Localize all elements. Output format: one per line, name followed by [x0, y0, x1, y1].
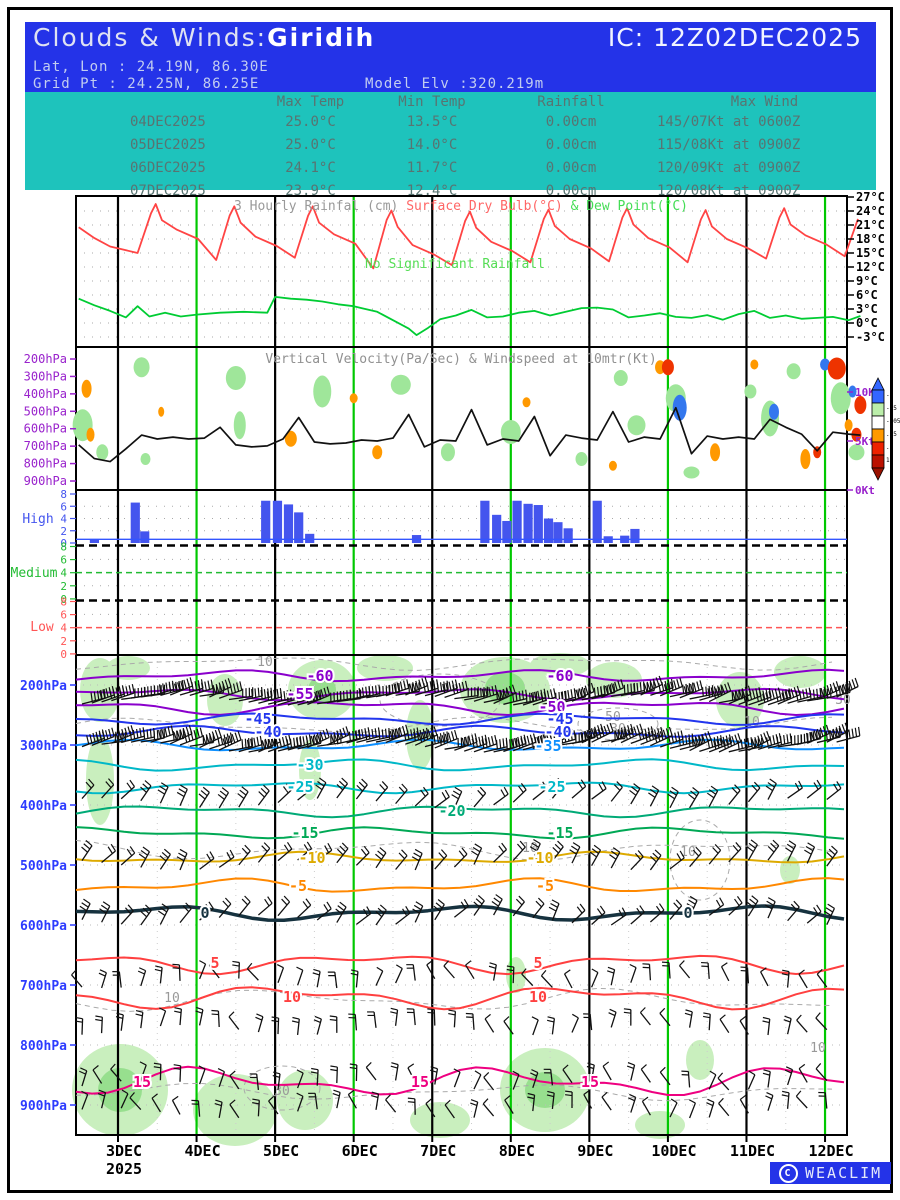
table-cell: 0.00cm [545, 183, 597, 199]
table-cell: 14.0°C [406, 137, 458, 153]
table-cell: 0.00cm [545, 160, 597, 176]
lat-lon-label: Lat, Lon : 24.19N, 86.30E [33, 59, 269, 75]
table-cell: 25.0°C [285, 137, 336, 153]
table-cell: 25.0°C [285, 114, 336, 130]
table-cell: 04DEC2025 [130, 114, 206, 130]
table-cell: 24.1°C [285, 160, 336, 176]
table-row: 06DEC2025 24.1°C 11.7°C 0.00cm 120/09Kt at 0… [25, 160, 876, 178]
grid-pt-label: Grid Pt : 24.25N, 86.25E [33, 76, 260, 92]
table-header-cell: Rainfall [537, 94, 605, 110]
forecast-summary-table: Max Temp Min Temp Rainfall Max Wind 04DEC202… [25, 92, 876, 199]
table-cell: 120/08Kt at 0900Z [657, 183, 801, 199]
table-header-cell: Max Temp [276, 94, 345, 110]
table-header-cell: Min Temp [398, 94, 466, 110]
title-product: Clouds & Winds: [33, 23, 268, 52]
table-cell: 23.9°C [285, 183, 336, 199]
table-row: 05DEC2025 25.0°C 14.0°C 0.00cm 115/08Kt at 0… [25, 137, 876, 155]
copyright-icon: C [779, 1163, 798, 1183]
table-cell: 06DEC2025 [130, 160, 206, 176]
table-cell: 12.4°C [406, 183, 458, 199]
table-cell: 0.00cm [545, 114, 597, 130]
table-cell: 11.7°C [406, 160, 458, 176]
table-header-cell: Max Wind [730, 94, 799, 110]
header: Clouds & Winds:Giridih IC: 12Z02DEC2025 … [25, 22, 876, 92]
table-cell: 115/08Kt at 0900Z [657, 137, 801, 153]
weaclim-credit-badge: C WEACLIM [770, 1162, 892, 1184]
outer-frame [7, 7, 893, 1193]
table-cell: 05DEC2025 [130, 137, 206, 153]
credit-text: WEACLIM [805, 1164, 883, 1182]
title-city: Giridih [267, 23, 376, 52]
table-cell: 0.00cm [545, 137, 597, 153]
page-title: Clouds & Winds:Giridih [33, 23, 375, 52]
init-condition-label: IC: 12Z02DEC2025 [607, 23, 862, 52]
table-cell: 07DEC2025 [130, 183, 206, 199]
table-cell: 145/07Kt at 0600Z [657, 114, 801, 130]
table-header-row: Max Temp Min Temp Rainfall Max Wind [25, 94, 876, 112]
table-cell: 13.5°C [406, 114, 458, 130]
table-row: 07DEC2025 23.9°C 12.4°C 0.00cm 120/08Kt at 0… [25, 183, 876, 201]
table-row: 04DEC2025 25.0°C 13.5°C 0.00cm 145/07Kt at 0… [25, 114, 876, 132]
model-elv-label: Model Elv :320.219m [365, 76, 545, 92]
table-cell: 120/09Kt at 0900Z [657, 160, 801, 176]
